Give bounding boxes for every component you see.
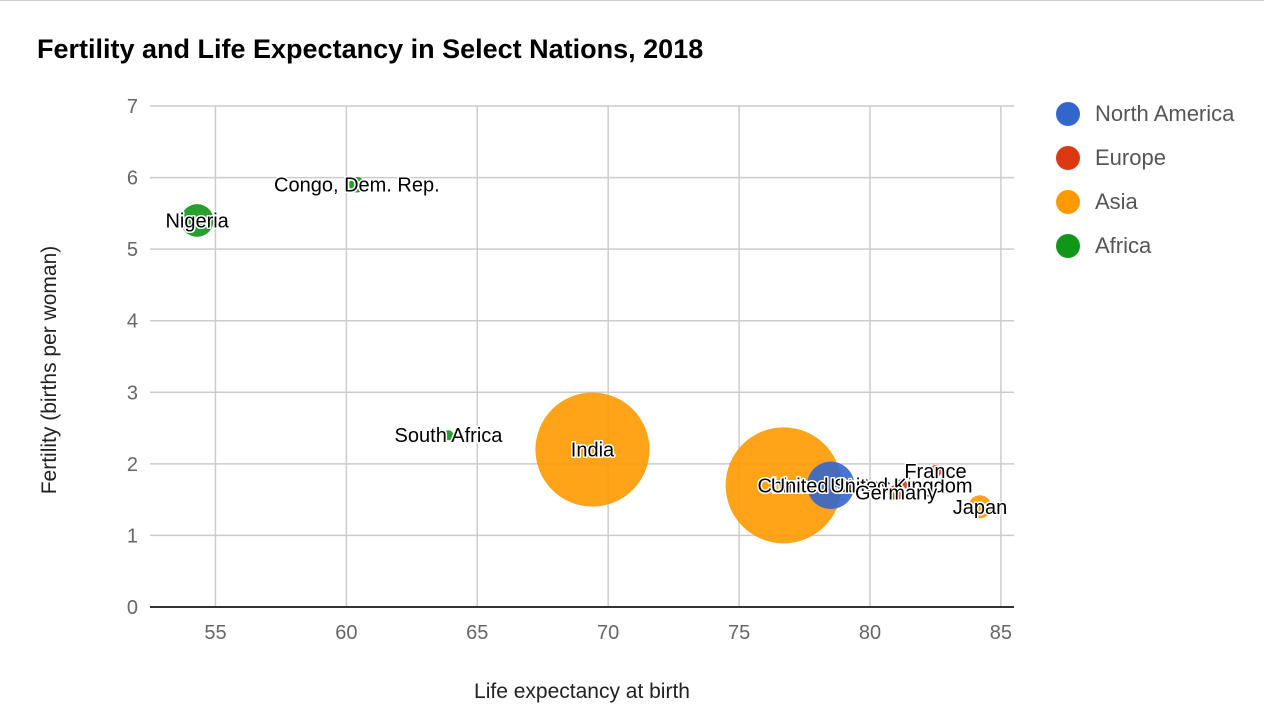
axes: 0 1 2 3 4 5 6 7 55 60 65 70 75 80 85: [127, 96, 1014, 644]
y-tick-label: 6: [127, 168, 138, 190]
bubble-congo-dem-rep-[interactable]: [349, 176, 365, 193]
bubble-label: South Africa: [395, 425, 504, 447]
bubble-labels: Nigeria Congo, Dem. Rep. South Africa India…: [164, 173, 1009, 520]
x-tick-label: 65: [466, 622, 488, 644]
bubble-germany[interactable]: [888, 484, 904, 501]
bubble-label: United Kingdom: [830, 475, 972, 497]
bubble-label: India: [571, 440, 615, 462]
legend-swatch: [1056, 102, 1080, 126]
bubble-china[interactable]: [725, 427, 842, 544]
legend-label: North America: [1095, 101, 1235, 126]
x-tick-label: 75: [728, 622, 750, 644]
y-tick-label: 3: [127, 382, 138, 404]
chart-title: Fertility and Life Expectancy in Select …: [37, 34, 704, 64]
bubbles: [180, 176, 992, 544]
y-tick-label: 0: [127, 597, 138, 619]
grid-lines: [150, 105, 1014, 607]
x-tick-label: 70: [597, 622, 619, 644]
bubble-united-states[interactable]: [807, 461, 855, 510]
x-tick-label: 80: [859, 622, 881, 644]
bubble-label: China: [757, 475, 810, 497]
bubble-label: Japan: [953, 497, 1008, 519]
bubble-label: Congo, Dem. Rep.: [274, 175, 440, 197]
legend-swatch: [1056, 234, 1080, 258]
legend-swatch: [1056, 190, 1080, 214]
bubble-india[interactable]: [535, 392, 650, 507]
bubble-label: United States: [771, 475, 891, 497]
y-axis-title: Fertility (births per woman): [38, 246, 61, 495]
x-tick-label: 60: [335, 622, 357, 644]
legend-item[interactable]: Africa: [1056, 224, 1234, 268]
bubble-japan[interactable]: [968, 495, 992, 519]
legend-item[interactable]: Europe: [1056, 136, 1234, 180]
bubble-label: France: [904, 461, 966, 483]
y-tick-label: 5: [127, 239, 138, 261]
y-tick-label: 7: [127, 96, 138, 118]
y-tick-label: 1: [127, 525, 138, 547]
bubble-south-africa[interactable]: [443, 430, 454, 441]
x-axis-title: Life expectancy at birth: [474, 680, 690, 703]
legend-label: Asia: [1095, 189, 1138, 214]
bubble-label: Nigeria: [165, 211, 229, 233]
legend-swatch: [1056, 146, 1080, 170]
legend: North America Europe Asia Africa: [1056, 92, 1234, 268]
bubble-nigeria[interactable]: [180, 204, 214, 237]
bubble-label: Germany: [855, 482, 937, 504]
top-border: [0, 0, 1264, 1]
x-tick-label: 85: [990, 622, 1012, 644]
bubble-france[interactable]: [929, 464, 942, 478]
legend-item[interactable]: North America: [1056, 92, 1234, 136]
legend-label: Europe: [1095, 145, 1166, 170]
legend-label: Africa: [1095, 233, 1152, 258]
x-tick-label: 55: [204, 622, 226, 644]
y-tick-label: 2: [127, 454, 138, 476]
legend-item[interactable]: Asia: [1056, 180, 1234, 224]
y-tick-label: 4: [127, 311, 138, 333]
